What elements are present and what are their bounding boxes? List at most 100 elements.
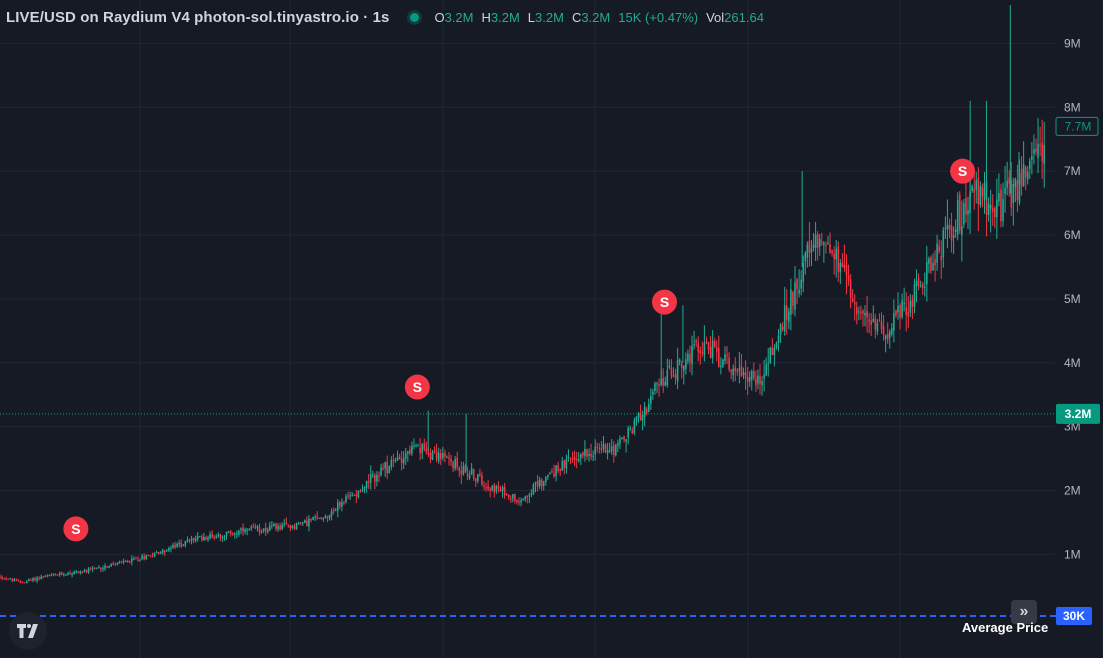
candle-body [507, 494, 510, 498]
candle-body [944, 227, 947, 229]
candle-body [279, 525, 281, 530]
candle-body [186, 539, 189, 542]
candle-body [283, 523, 286, 525]
candle-body [163, 550, 166, 553]
sell-marker [950, 158, 976, 184]
candle-body [958, 194, 961, 231]
candle-body [38, 577, 40, 579]
candle-body [928, 258, 930, 264]
candle-body [260, 531, 263, 533]
candle-body [750, 371, 753, 380]
candle-body [841, 262, 844, 268]
tradingview-logo[interactable] [9, 612, 47, 650]
symbol-title[interactable]: LIVE/USD on Raydium V4 photon-sol.tinyas… [6, 8, 390, 26]
candle-body [289, 525, 292, 528]
candle-body [273, 524, 275, 527]
candle-body [411, 445, 413, 454]
candle-body [493, 484, 496, 493]
candle-body [474, 478, 477, 482]
market-status-dot[interactable] [410, 12, 420, 22]
candle-body [468, 475, 471, 478]
candle-body [518, 501, 520, 503]
candle-body [726, 354, 728, 356]
candle-body [159, 552, 162, 554]
candle-body [402, 458, 405, 464]
candle-body [897, 305, 899, 313]
candle-body [376, 474, 378, 482]
candle-body [639, 412, 642, 421]
candle-body [143, 556, 145, 559]
candle-body [345, 496, 347, 503]
candle-body [258, 526, 261, 533]
candle-body [110, 563, 113, 567]
candle-body [993, 207, 996, 218]
candle-body [761, 380, 763, 386]
candle-body [30, 579, 32, 581]
candle-body [687, 353, 689, 362]
candle-body [233, 533, 236, 535]
candle-body [602, 443, 605, 449]
candle-body [483, 485, 485, 487]
candle-body [7, 578, 10, 580]
candle-body [790, 289, 792, 315]
candle-body [341, 501, 343, 507]
candle-body [913, 284, 916, 307]
candle-body [450, 458, 452, 462]
candle-body [788, 311, 790, 322]
candle-body [481, 475, 483, 485]
volume-key: Vol [706, 9, 725, 25]
candle-body [435, 451, 438, 460]
candle-body [15, 579, 18, 581]
price-tick-label: 7M [1064, 164, 1081, 178]
candle-body [810, 248, 813, 253]
scroll-to-realtime-button[interactable]: » [1011, 600, 1037, 624]
candle-body [573, 456, 576, 461]
candle-body [876, 322, 879, 332]
candle-body [34, 578, 36, 581]
candle-body [827, 242, 829, 244]
candle-body [946, 224, 949, 230]
candle-body [223, 536, 226, 538]
candle-body [67, 572, 69, 575]
sell-markers: S S S S [63, 158, 976, 542]
candle-body [503, 487, 506, 496]
candle-body [746, 377, 749, 382]
candle-body [413, 445, 415, 447]
candle-body [499, 489, 502, 492]
candle-body [839, 262, 842, 273]
candle-body [775, 342, 778, 348]
candle-body [394, 460, 397, 462]
candle-body [126, 560, 129, 563]
candle-body [485, 487, 487, 489]
change-value: 15K (+0.47%) [618, 9, 699, 25]
candle-body [592, 455, 594, 457]
candle-body [421, 444, 424, 454]
candle-body [264, 528, 267, 532]
candle-body [647, 404, 650, 412]
candle-body [464, 465, 467, 473]
candle-body [52, 573, 55, 575]
price-tick-label: 2M [1064, 484, 1081, 498]
candle-body [415, 446, 417, 448]
price-tick-label: 9M [1064, 36, 1081, 50]
candle-body [442, 453, 444, 458]
candle-body [565, 458, 568, 469]
candle-body [697, 343, 700, 352]
candle-body [60, 572, 63, 575]
candle-body [301, 522, 304, 524]
candle-body [201, 536, 203, 540]
candle-body [188, 539, 191, 541]
candle-body [728, 357, 730, 370]
candle-body [843, 264, 846, 269]
candle-body [13, 579, 16, 582]
high-value: 3.2M [490, 9, 520, 25]
candle-body [540, 479, 543, 487]
candle-body [938, 246, 940, 252]
candle-body [674, 373, 677, 379]
candle-body [285, 522, 288, 525]
candle-body [590, 453, 592, 457]
candle-body [641, 415, 644, 421]
candle-body [615, 445, 617, 456]
